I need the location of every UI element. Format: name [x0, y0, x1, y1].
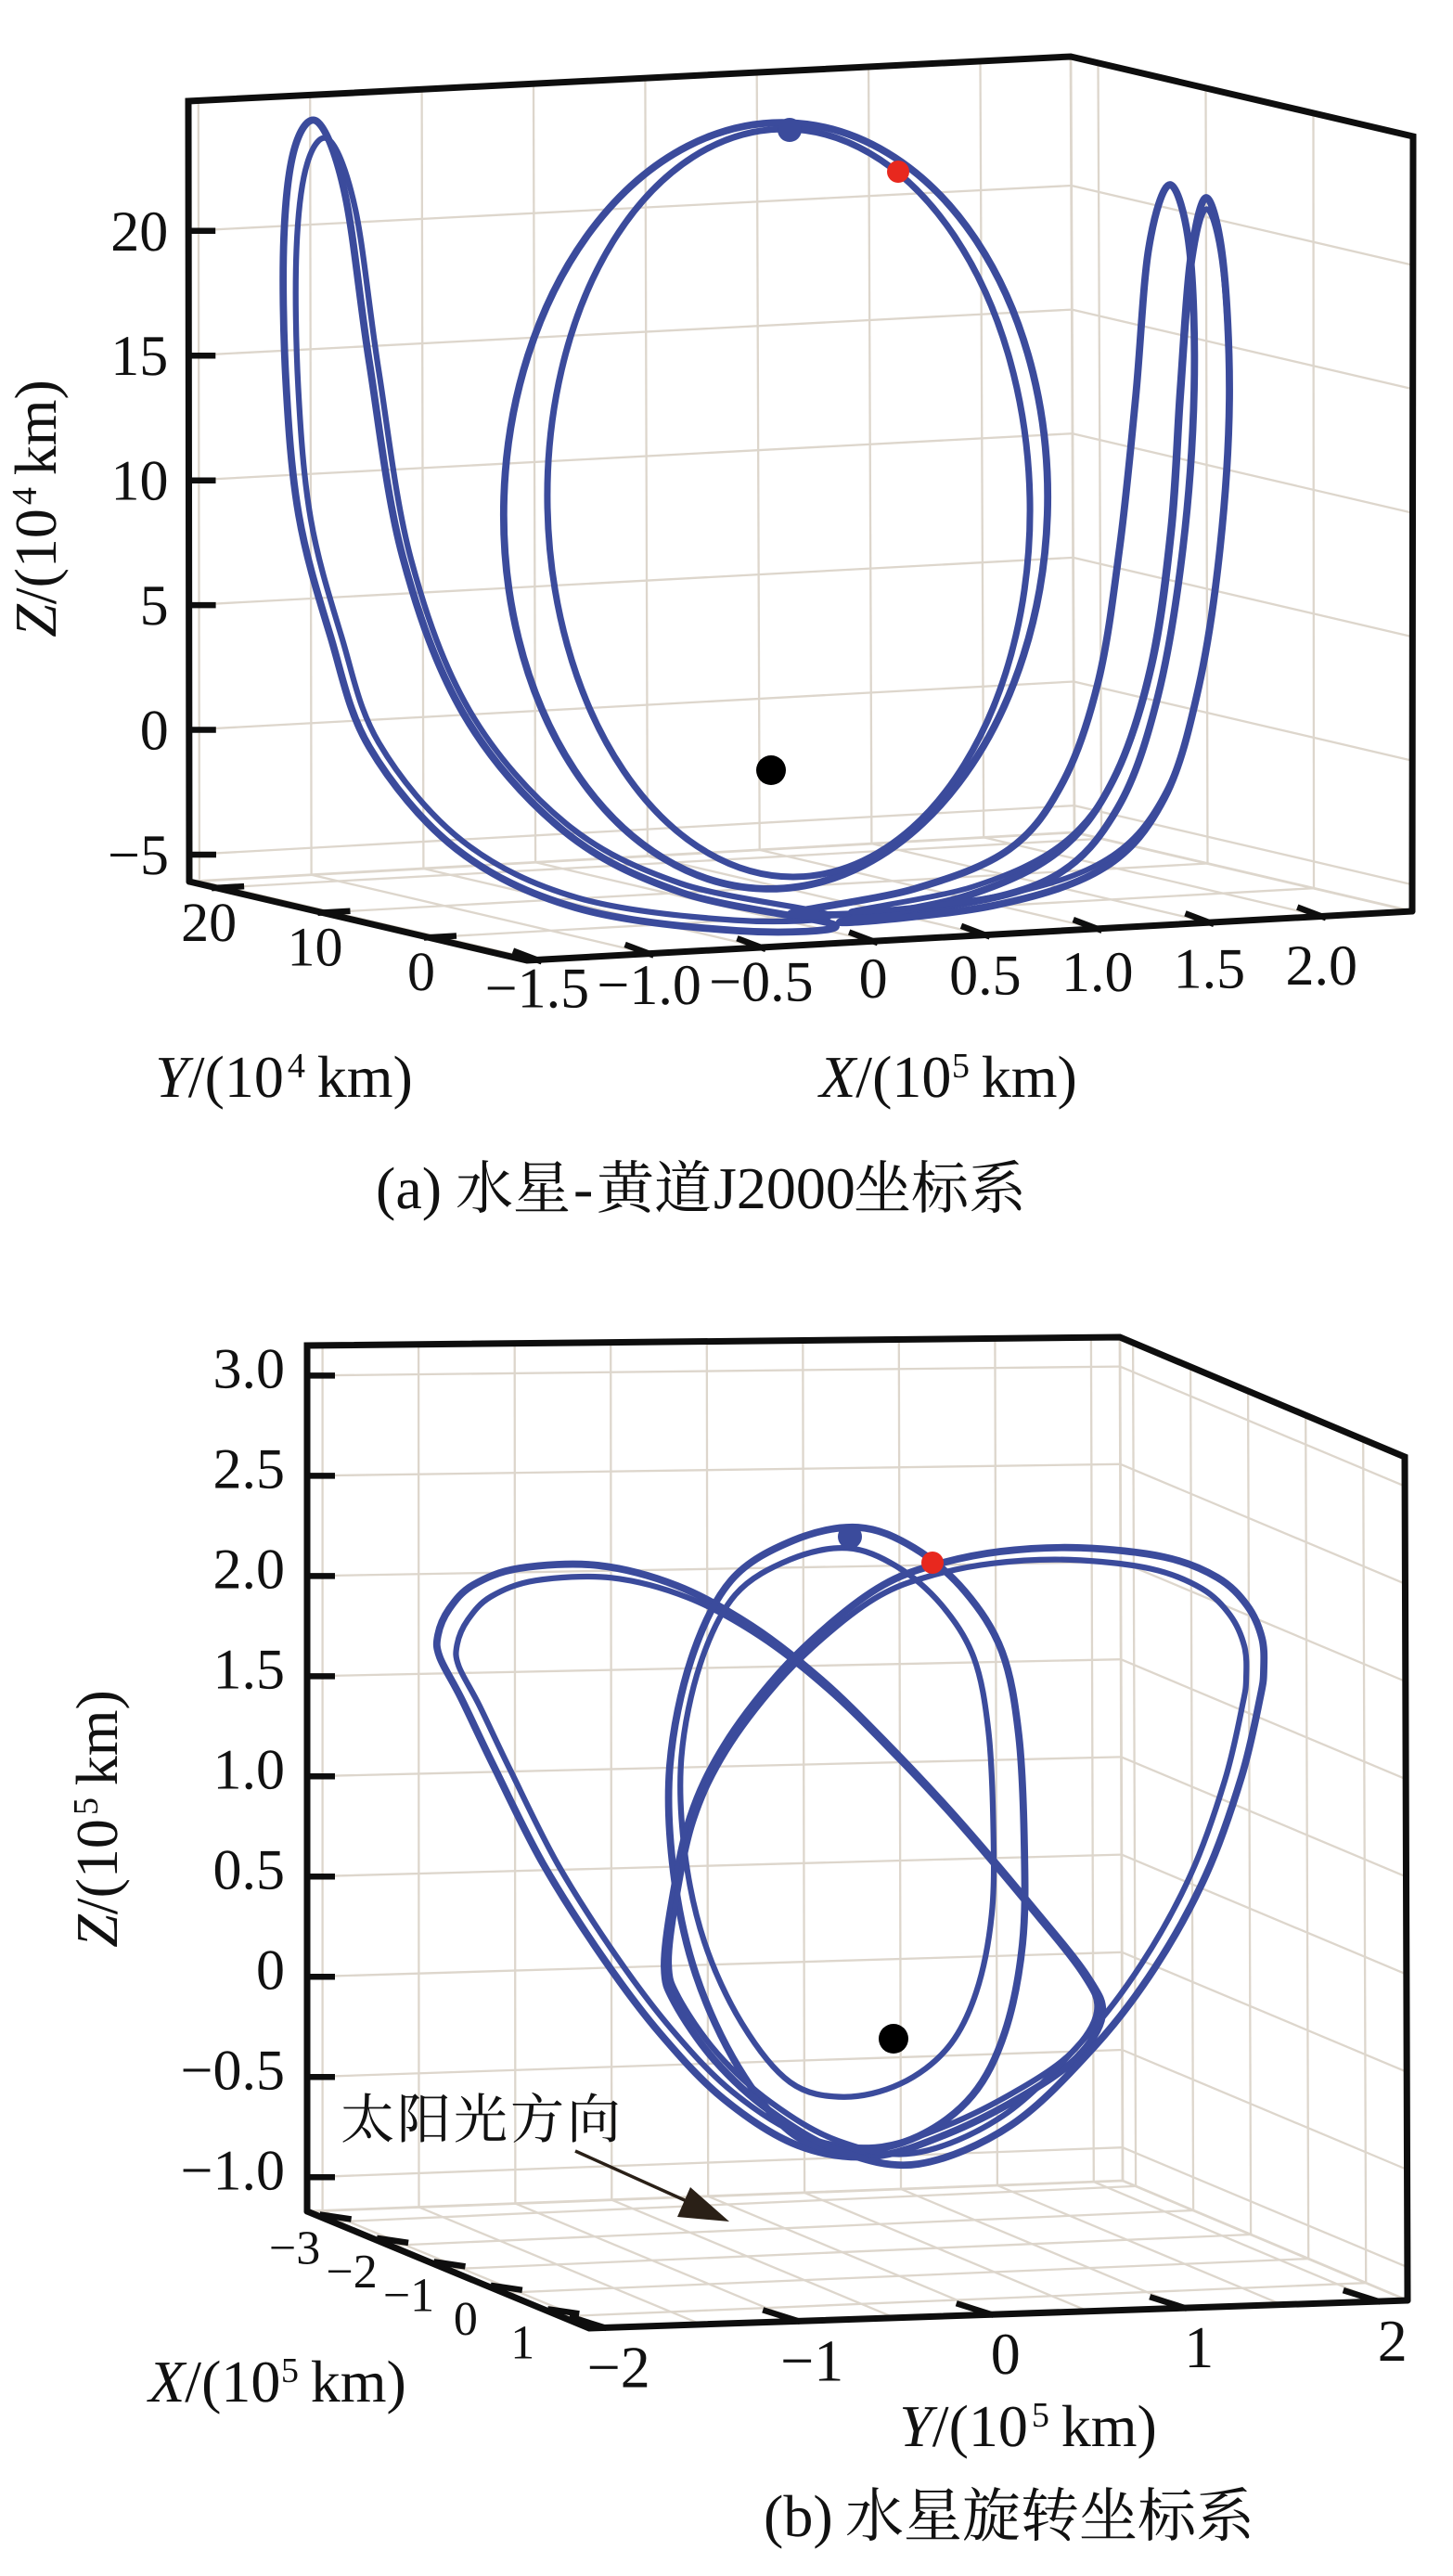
svg-text:−1: −1: [383, 2269, 434, 2322]
svg-text:km): km): [64, 1690, 130, 1797]
svg-text:−2: −2: [587, 2334, 650, 2400]
svg-text:1.0: 1.0: [213, 1738, 286, 1801]
svg-text:−1.0: −1.0: [181, 2139, 285, 2202]
svg-text:(a): (a): [376, 1155, 442, 1221]
svg-text:0: 0: [454, 2293, 478, 2346]
svg-text:J2000: J2000: [714, 1155, 855, 1221]
svg-text:Y/(10: Y/(10: [899, 2393, 1028, 2459]
svg-text:Z/(10: Z/(10: [3, 509, 69, 638]
svg-text:−1.0: −1.0: [597, 954, 701, 1017]
svg-text:0: 0: [407, 941, 435, 1002]
svg-text:−1: −1: [780, 2327, 843, 2393]
svg-text:km): km): [3, 380, 69, 487]
svg-text:3.0: 3.0: [213, 1337, 286, 1400]
svg-text:−1.5: −1.5: [485, 958, 589, 1021]
svg-text:2.0: 2.0: [213, 1538, 286, 1601]
svg-text:0: 0: [859, 947, 888, 1011]
svg-text:−0.5: −0.5: [181, 2039, 285, 2102]
svg-text:10: 10: [111, 450, 169, 513]
svg-text:Y/(10: Y/(10: [155, 1044, 284, 1110]
svg-text:km): km): [305, 1044, 413, 1110]
svg-text:−2: −2: [326, 2246, 377, 2299]
svg-text:20: 20: [181, 892, 237, 953]
svg-text:−0.5: −0.5: [709, 951, 813, 1014]
svg-text:0: 0: [991, 2321, 1021, 2387]
svg-text:Z/(10: Z/(10: [64, 1819, 130, 1948]
svg-text:1: 1: [510, 2316, 534, 2369]
svg-text:−5: −5: [108, 824, 169, 887]
svg-text:X/(10: X/(10: [146, 2349, 280, 2415]
svg-text:1.5: 1.5: [213, 1638, 286, 1701]
svg-text:X/(10: X/(10: [817, 1044, 951, 1110]
svg-text:1.5: 1.5: [1174, 938, 1246, 1001]
svg-text:5: 5: [140, 574, 169, 638]
svg-text:15: 15: [110, 325, 168, 388]
svg-text:km): km): [299, 2349, 406, 2415]
svg-text:km): km): [970, 1044, 1077, 1110]
svg-text:0: 0: [256, 1938, 285, 2002]
svg-text:−3: −3: [269, 2222, 320, 2275]
svg-text:1: 1: [1184, 2314, 1214, 2380]
svg-text:1.0: 1.0: [1061, 941, 1134, 1004]
svg-text:2: 2: [1378, 2308, 1408, 2374]
svg-text:-: -: [573, 1155, 593, 1221]
svg-text:0.5: 0.5: [949, 945, 1022, 1008]
svg-text:0.5: 0.5: [213, 1838, 286, 1901]
svg-text:20: 20: [110, 200, 168, 264]
svg-text:2.5: 2.5: [213, 1437, 286, 1501]
svg-text:km): km): [1049, 2393, 1157, 2459]
svg-text:0: 0: [140, 700, 169, 763]
svg-text:2.0: 2.0: [1285, 934, 1357, 998]
svg-text:10: 10: [288, 917, 343, 978]
svg-text:(b): (b): [764, 2483, 833, 2549]
